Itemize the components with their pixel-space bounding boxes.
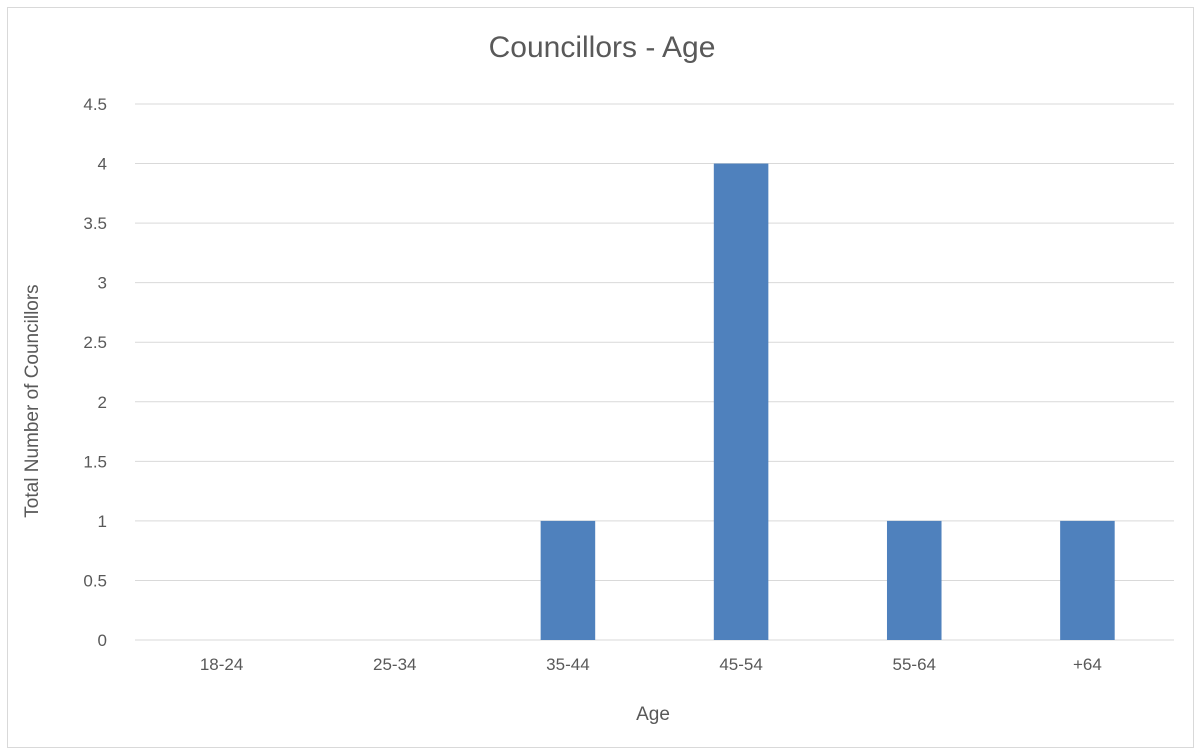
y-tick-label: 0.5 xyxy=(83,571,107,590)
bar-55-64 xyxy=(886,520,942,640)
bars xyxy=(540,163,1115,641)
bar-35-44 xyxy=(540,520,596,640)
x-tick-label: 55-64 xyxy=(893,655,936,674)
chart-title: Councillors - Age xyxy=(489,31,716,64)
bar-45-54 xyxy=(713,163,769,641)
x-axis-label: Age xyxy=(636,704,670,725)
y-tick-label: 0 xyxy=(98,631,107,650)
y-tick-label: 2 xyxy=(98,393,107,412)
y-tick-label: 1.5 xyxy=(83,452,107,471)
x-axis-ticks: 18-24 25-34 35-44 45-54 55-64 +64 xyxy=(200,655,1102,674)
y-tick-label: 2.5 xyxy=(83,333,107,352)
y-tick-label: 3.5 xyxy=(83,214,107,233)
gridlines xyxy=(135,103,1174,641)
y-axis-ticks: 0 0.5 1 1.5 2 2.5 3 3.5 4 4.5 xyxy=(83,95,107,650)
y-tick-label: 3 xyxy=(98,274,107,293)
x-tick-label: 35-44 xyxy=(546,655,589,674)
y-axis-label: Total Number of Councillors xyxy=(22,284,43,517)
bar-+64 xyxy=(1060,520,1115,640)
x-tick-label: 45-54 xyxy=(719,655,762,674)
chart-frame xyxy=(7,7,1194,748)
x-tick-label: 18-24 xyxy=(200,655,243,674)
y-tick-label: 4 xyxy=(98,155,107,174)
x-tick-label: 25-34 xyxy=(373,655,416,674)
y-tick-label: 1 xyxy=(98,512,107,531)
x-tick-label: +64 xyxy=(1073,655,1102,674)
y-tick-label: 4.5 xyxy=(83,95,107,114)
